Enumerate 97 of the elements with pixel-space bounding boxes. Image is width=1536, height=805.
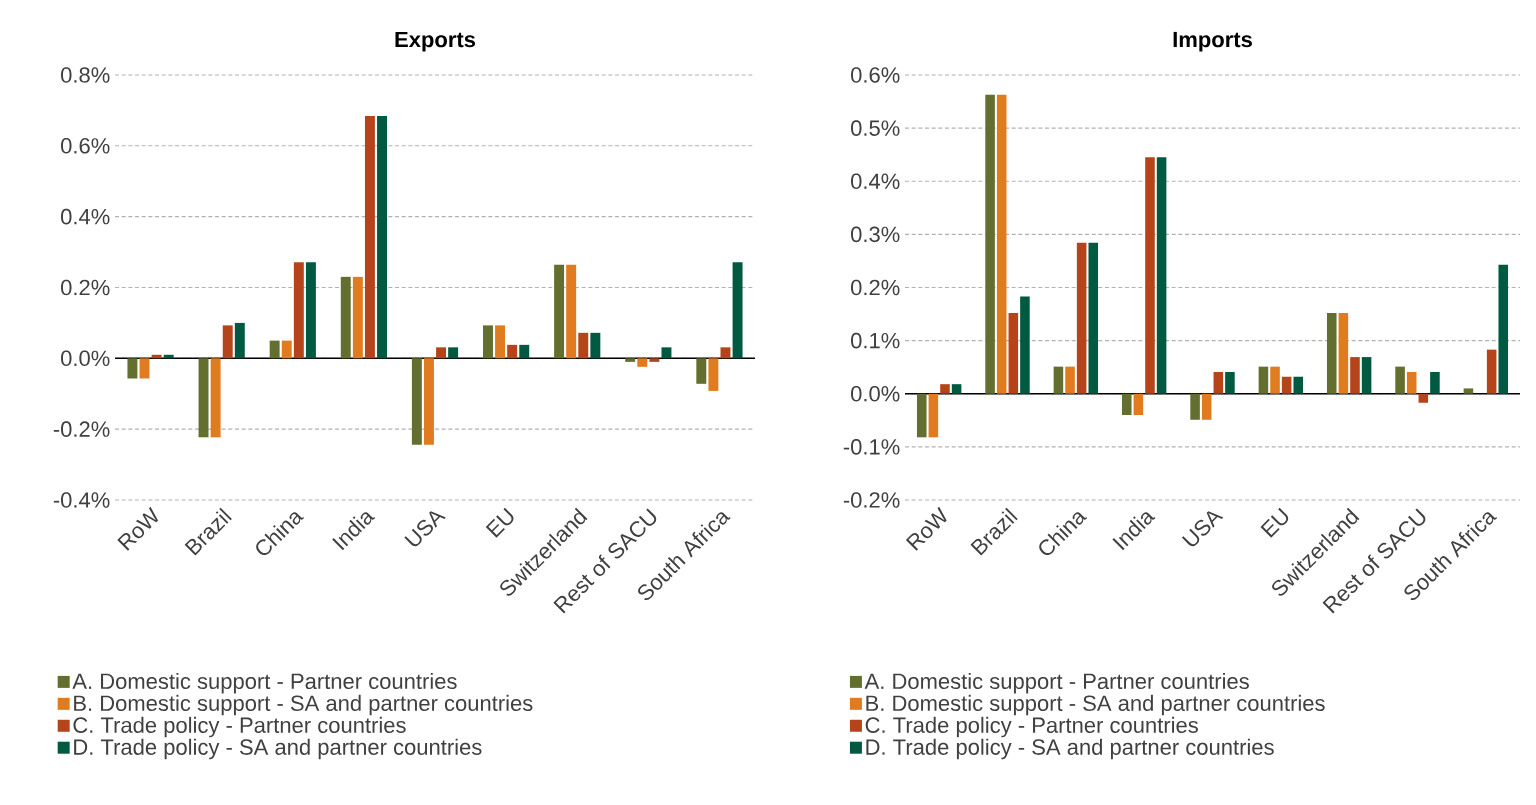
legend-label: C. Trade policy - Partner countries [865, 716, 1198, 738]
bar [281, 340, 292, 359]
bar [1350, 357, 1360, 394]
bar [996, 94, 1007, 394]
bar [1395, 366, 1405, 394]
bar [928, 393, 939, 438]
bar [1190, 393, 1200, 420]
legend-label: D. Trade policy - SA and partner countries [74, 738, 482, 760]
bar [1418, 393, 1429, 403]
bar [1053, 366, 1064, 394]
bar [139, 358, 150, 379]
bar [566, 264, 577, 359]
bar [507, 344, 518, 359]
bar [1201, 393, 1212, 420]
bar [732, 262, 743, 359]
y-tick-label: 0.8% [61, 67, 110, 83]
bar [210, 358, 221, 438]
bar [198, 358, 209, 438]
bar [1008, 312, 1019, 394]
y-tick-label: 0.0% [851, 385, 900, 402]
bar [1156, 157, 1167, 394]
bar [1258, 366, 1269, 394]
x-tick-label: USA [404, 511, 446, 547]
bar [1270, 366, 1280, 394]
bar [483, 325, 493, 359]
y-tick-label: -0.2% [843, 492, 900, 508]
bar [649, 358, 660, 362]
y-tick-label: -0.4% [53, 492, 110, 508]
bar [1213, 371, 1224, 394]
bar [1133, 393, 1144, 415]
bar [708, 358, 719, 391]
bar [364, 116, 375, 359]
y-tick-label: 0.4% [851, 173, 900, 190]
y-tick-label: -0.2% [53, 421, 110, 437]
bar [423, 358, 434, 445]
bar [1326, 312, 1337, 394]
bar [661, 347, 672, 359]
bar [377, 116, 387, 359]
y-tick-label: 0.4% [61, 208, 110, 225]
bar [1430, 371, 1440, 394]
x-tick-label: USA [1181, 511, 1224, 547]
bar [436, 347, 447, 359]
bar [1498, 264, 1509, 394]
y-tick-label: 0.6% [851, 67, 900, 83]
legend-label: C. Trade policy - Partner countries [73, 716, 406, 738]
chart-title: Exports [395, 31, 476, 52]
bar [1338, 312, 1349, 394]
bar [590, 332, 601, 359]
bar [1281, 376, 1292, 394]
bar [578, 332, 589, 359]
y-tick-label: 0.3% [851, 226, 900, 243]
legend-label: A. Domestic support - Partner countries [864, 672, 1249, 694]
bar [352, 276, 363, 359]
y-tick-label: 0.2% [61, 279, 110, 296]
legend-label: B. Domestic support - SA and partner countries [866, 694, 1325, 716]
bar [625, 358, 636, 362]
bar [940, 384, 950, 394]
bar [293, 262, 304, 359]
chart-title: Imports [1173, 31, 1252, 52]
bar [1361, 357, 1372, 394]
bar [269, 340, 280, 359]
bar [495, 325, 506, 359]
bar [1225, 371, 1235, 394]
bar [1020, 296, 1030, 394]
y-tick-label: 0.5% [851, 120, 900, 136]
bar [127, 358, 138, 379]
bar [696, 358, 707, 384]
bar [1076, 242, 1087, 394]
bar [1088, 242, 1099, 394]
bar [720, 347, 731, 359]
y-tick-label: 0.6% [61, 138, 110, 154]
bar [637, 358, 648, 367]
bar [222, 325, 233, 359]
bar [554, 264, 565, 359]
y-tick-label: 0.2% [851, 279, 900, 296]
bar [411, 358, 422, 445]
y-tick-label: -0.1% [843, 439, 900, 455]
bar [519, 344, 530, 359]
bar [305, 262, 316, 359]
bar [340, 276, 351, 359]
bar [1463, 388, 1474, 394]
legend-label: B. Domestic support - SA and partner countries [74, 694, 533, 716]
bar [1121, 393, 1132, 415]
bar [1293, 376, 1304, 394]
bar [1486, 349, 1497, 394]
bar [234, 322, 245, 359]
bar [985, 94, 995, 394]
y-tick-label: 0.1% [851, 332, 900, 349]
legend-label: D. Trade policy - SA and partner countries [866, 738, 1274, 760]
bar [448, 347, 459, 359]
bar [1145, 157, 1155, 394]
bar [916, 393, 927, 438]
bar [1406, 371, 1417, 394]
y-tick-label: 0.0% [61, 350, 110, 367]
bar [1065, 366, 1075, 394]
legend-label: A. Domestic support - Partner countries [72, 672, 457, 694]
bar [951, 384, 962, 394]
